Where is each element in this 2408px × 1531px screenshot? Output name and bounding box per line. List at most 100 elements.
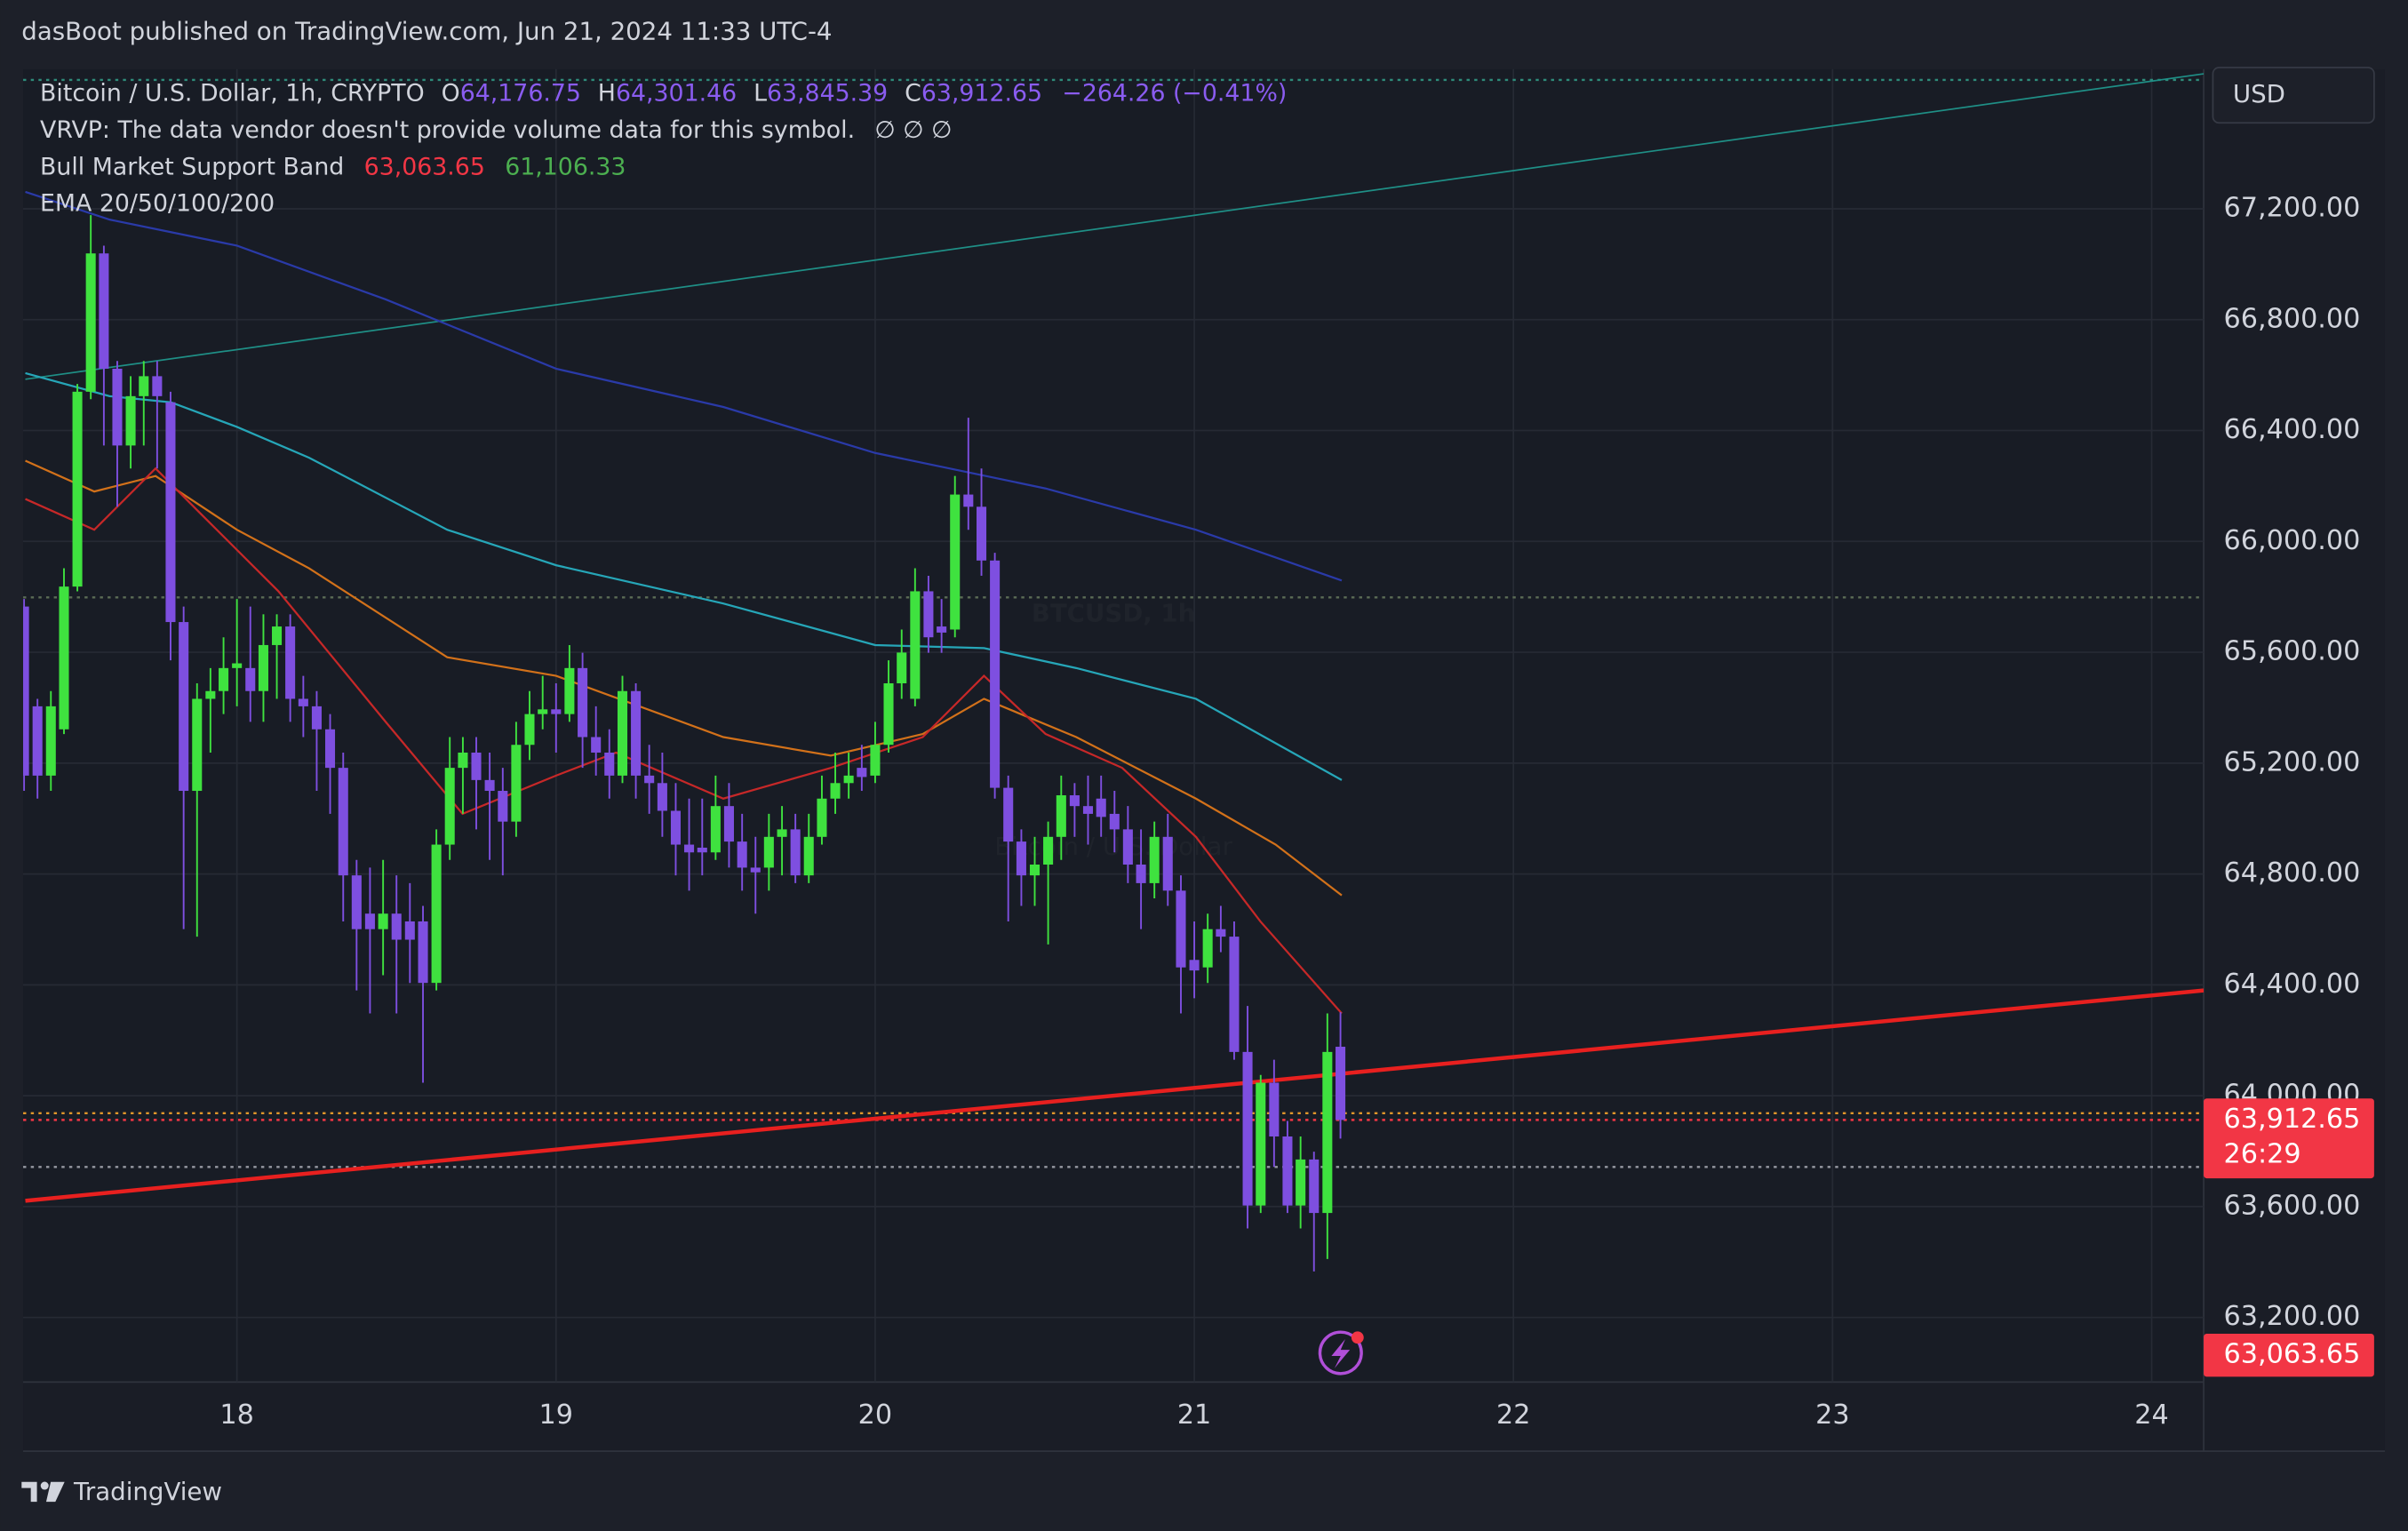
candle-body: [564, 667, 575, 714]
x-tick-label: 22: [1496, 1399, 1530, 1431]
candle-body: [272, 626, 283, 645]
candle-body: [1216, 929, 1226, 937]
candle-body: [538, 709, 548, 714]
candle-body: [723, 806, 734, 842]
candle-body: [963, 494, 974, 507]
candle-body: [617, 690, 628, 776]
candle-body: [843, 775, 854, 784]
candle-body: [458, 752, 468, 769]
candle-body: [1003, 787, 1014, 842]
candle-body: [1309, 1159, 1320, 1214]
legend-key: C: [905, 79, 921, 107]
candle-body: [524, 714, 535, 746]
legend-band-upper: 63,063.65: [364, 153, 485, 180]
legend-open: 64,176.75: [460, 79, 581, 107]
candle-body: [763, 836, 774, 868]
grid: [23, 68, 2205, 1383]
y-tick-label: 67,200.00: [2224, 192, 2361, 223]
alert-icon-ring[interactable]: [1318, 1330, 1363, 1376]
candle-body: [1269, 1082, 1280, 1136]
candle-body: [511, 745, 522, 822]
alert-icon[interactable]: [1318, 1330, 1364, 1376]
legend-close: 63,912.65: [921, 79, 1042, 107]
currency-button[interactable]: [2212, 67, 2375, 124]
legend-symbol: Bitcoin / U.S. Dollar, 1h, CRYPTO: [40, 79, 425, 107]
candle-body: [285, 626, 296, 699]
candle-body: [298, 698, 308, 706]
candle-body: [1069, 795, 1080, 807]
legend-low: 63,845.39: [767, 79, 888, 107]
candle-body: [1082, 806, 1094, 814]
footer-logo[interactable]: [21, 1481, 65, 1503]
x-tick-label: 23: [1815, 1399, 1849, 1431]
candle-body: [910, 591, 921, 699]
legend-change: −264.26 (−0.41%): [1062, 79, 1287, 107]
alert-icon-bolt[interactable]: [1331, 1338, 1351, 1368]
y-tick-label: 66,000.00: [2224, 525, 2361, 556]
legend-band-lower: 61,106.33: [505, 153, 626, 180]
legend-line-symbol: Bitcoin / U.S. Dollar, 1h, CRYPTO O64,17…: [40, 79, 1287, 107]
candle-body: [1109, 813, 1120, 830]
candle-body: [245, 667, 256, 691]
logo-mark[interactable]: [40, 1481, 49, 1490]
candle-body: [777, 829, 787, 837]
candle-body: [977, 506, 987, 561]
logo-mark[interactable]: [45, 1481, 65, 1503]
x-tick-label: 21: [1177, 1399, 1211, 1431]
candle-body: [1096, 798, 1106, 817]
legend-ema: EMA 20/50/100/200: [40, 189, 275, 217]
candle-body: [1282, 1136, 1293, 1206]
candle-body: [1322, 1051, 1333, 1214]
candle-body: [1136, 864, 1146, 883]
footer-brand[interactable]: TradingView: [73, 1477, 222, 1506]
candle-body: [378, 913, 388, 929]
currency-label[interactable]: USD: [2233, 79, 2285, 108]
x-tick-label: 20: [858, 1399, 892, 1431]
alert-icon-dot[interactable]: [1351, 1331, 1364, 1344]
price-label: 63,912.65: [2224, 1104, 2361, 1135]
y-tick-label: 65,200.00: [2224, 746, 2361, 777]
logo-mark[interactable]: [21, 1481, 37, 1503]
candle-body: [737, 841, 747, 868]
candle-body: [670, 810, 682, 845]
legend-key: L: [753, 79, 767, 107]
candle-body: [1016, 841, 1026, 876]
candle-body: [604, 752, 615, 776]
candle-body: [404, 921, 415, 940]
legend-key: O: [442, 79, 460, 107]
legend-line-vrvp: VRVP: The data vendor doesn't provide vo…: [40, 116, 952, 143]
candle-body: [883, 682, 894, 746]
candle-body: [578, 667, 588, 738]
candle-body: [139, 376, 149, 396]
chart-pane: [23, 68, 2205, 1383]
ema-line: [25, 190, 1343, 582]
candle-body: [591, 737, 602, 753]
candle-body: [351, 875, 362, 929]
legend-vrvp: VRVP: The data vendor doesn't provide vo…: [40, 116, 855, 143]
candle-body: [391, 913, 402, 940]
trend-line: [25, 988, 2205, 1203]
candle-body: [1162, 836, 1173, 891]
candle-body: [830, 783, 841, 799]
candle-body: [697, 847, 707, 853]
candle-body: [684, 844, 695, 853]
candle-body: [232, 663, 243, 668]
candle-body: [45, 706, 56, 776]
candle-body: [551, 709, 562, 714]
candle-body: [1043, 836, 1054, 865]
candle-body: [1256, 1082, 1266, 1206]
candle-body: [192, 698, 203, 792]
publisher-line: dasBoot published on TradingView.com, Ju…: [21, 16, 832, 45]
ema-line: [25, 466, 1343, 1015]
y-tick-label: 64,400.00: [2224, 969, 2361, 1000]
candle-body: [1149, 836, 1160, 883]
y-tick-label: 63,600.00: [2224, 1190, 2361, 1221]
candle-body: [803, 836, 814, 876]
plot-area: [23, 73, 2205, 1272]
candle-body: [311, 706, 322, 730]
candle-body: [644, 775, 655, 784]
candle-body: [99, 253, 109, 369]
candle-body: [324, 729, 336, 769]
candle-body: [1229, 937, 1240, 1052]
